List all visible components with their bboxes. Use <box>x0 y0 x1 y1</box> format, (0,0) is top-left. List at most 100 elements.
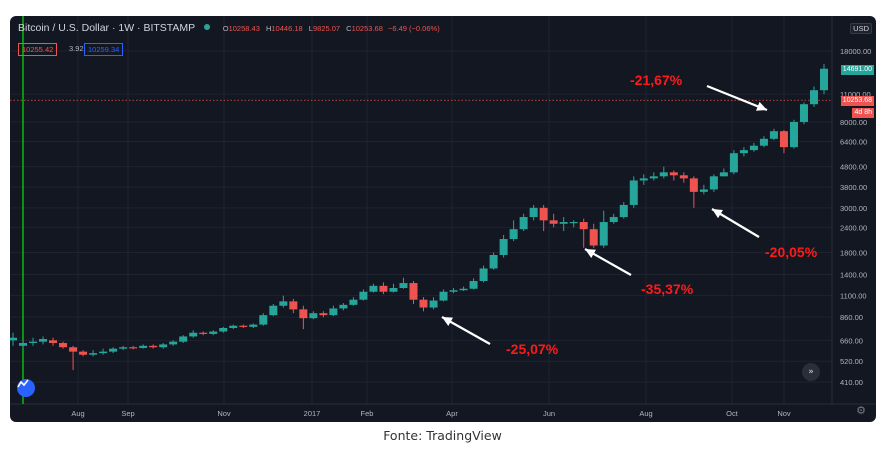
chart-header: Bitcoin / U.S. Dollar · 1W · BITSTAMP O1… <box>18 22 440 34</box>
candle-body <box>229 325 238 328</box>
candle-body <box>579 222 588 230</box>
y-axis-tick-label: 860.00 <box>840 313 863 322</box>
x-axis-tick-label: Jun <box>543 409 555 418</box>
candle-body <box>359 291 368 300</box>
candle-body <box>389 288 398 292</box>
y-axis-tick-label: 3800.00 <box>840 183 867 192</box>
candle-body <box>19 343 28 346</box>
candle-body <box>609 217 618 223</box>
candle-body <box>149 345 158 348</box>
candle-body <box>689 178 698 192</box>
candle-body <box>519 217 528 230</box>
candle-body <box>529 207 538 218</box>
currency-button[interactable]: USD <box>850 23 872 34</box>
candle-body <box>409 283 418 300</box>
candle-body <box>729 153 738 173</box>
candle-body <box>169 341 178 345</box>
candle-body <box>29 341 38 344</box>
candle-body <box>449 290 458 292</box>
candle-body <box>399 283 408 289</box>
candle-body <box>419 299 428 308</box>
x-axis-tick-label: Apr <box>446 409 458 418</box>
candle-body <box>659 172 668 177</box>
settings-gear-icon[interactable]: ⚙ <box>856 404 866 417</box>
candle-body <box>109 348 118 352</box>
candle-body <box>809 90 818 105</box>
y-axis-tick-label: 1400.00 <box>840 271 867 280</box>
y-axis-tick-label: 520.00 <box>840 357 863 366</box>
candle-body <box>139 345 148 348</box>
y-axis-tick-label: 6400.00 <box>840 138 867 147</box>
candle-body <box>599 222 608 246</box>
candle-body <box>759 138 768 146</box>
candle-body <box>179 336 188 342</box>
candle-body <box>99 351 108 354</box>
annotation-arrowhead <box>442 317 453 327</box>
y-axis-tick-label: 18000.00 <box>840 47 871 56</box>
indicator-mid-value: 3.92 <box>69 44 84 53</box>
candle-body <box>259 315 268 325</box>
candle-body <box>309 313 318 319</box>
y-axis-tick-label: 8000.00 <box>840 118 867 127</box>
candle-body <box>159 344 168 348</box>
candle-body <box>509 229 518 240</box>
y-axis-tick-label: 660.00 <box>840 336 863 345</box>
chart-panel: 18000.00 11000.00 8000.00 6400.00 4800.00 380… <box>10 16 876 422</box>
annotation-label: -25,07% <box>506 341 559 357</box>
candle-body <box>709 176 718 190</box>
candle-body <box>479 268 488 282</box>
x-axis-tick-label: 2017 <box>304 409 321 418</box>
annotation-label: -35,37% <box>641 281 694 297</box>
candle-body <box>279 301 288 306</box>
price-badge-countdown: 4d 8h <box>852 108 874 118</box>
x-axis-tick-label: Sep <box>121 409 134 418</box>
price-badge-top: 14691.00 <box>840 65 874 75</box>
candle-body <box>769 131 778 139</box>
x-axis-tick-label: Aug <box>639 409 652 418</box>
candle-body <box>249 324 258 327</box>
candle-body <box>649 176 658 179</box>
candle-body <box>779 131 788 148</box>
candle-body <box>319 313 328 316</box>
x-axis-tick-label: Nov <box>777 409 791 418</box>
candle-body <box>589 229 598 246</box>
candle-body <box>499 239 508 255</box>
candle-body <box>559 222 568 224</box>
indicator-right-value: 10259.34 <box>84 43 124 56</box>
tradingview-logo-icon[interactable] <box>17 379 35 397</box>
candle-body <box>69 347 78 352</box>
candle-body <box>379 285 388 292</box>
candlestick-chart: 18000.00 11000.00 8000.00 6400.00 4800.00 380… <box>10 16 876 418</box>
candle-body <box>339 304 348 309</box>
candle-body <box>289 301 298 310</box>
candle-body <box>49 340 58 344</box>
annotation-label: -21,67% <box>630 72 683 88</box>
candle-body <box>669 172 678 176</box>
candle-body <box>349 299 358 305</box>
price-badge-current: 10253.68 <box>840 96 874 106</box>
candle-body <box>569 222 578 224</box>
symbol-title[interactable]: Bitcoin / U.S. Dollar · 1W · BITSTAMP <box>18 22 196 34</box>
candle-body <box>819 68 829 91</box>
scroll-to-realtime-button[interactable]: » <box>802 363 820 381</box>
candle-body <box>369 285 378 292</box>
candle-body <box>489 254 498 269</box>
candle-body <box>329 308 338 316</box>
candle-body <box>799 104 808 122</box>
y-axis-tick-label: 4800.00 <box>840 163 867 172</box>
y-axis-tick-label: 1100.00 <box>840 292 867 301</box>
candle-body <box>539 207 548 221</box>
x-axis-tick-label: Nov <box>217 409 231 418</box>
candle-body <box>39 339 48 342</box>
candle-body <box>629 180 638 205</box>
annotation-arrow <box>706 84 768 112</box>
candle-body <box>189 332 198 337</box>
candle-body <box>219 327 228 332</box>
x-axis-tick-label: Aug <box>71 409 84 418</box>
y-axis-tick-label: 2400.00 <box>840 223 867 232</box>
y-axis-tick-label: 11000.00 <box>840 90 871 99</box>
market-status-dot <box>203 24 210 30</box>
annotation-arrowhead <box>712 209 723 219</box>
candle-body <box>619 204 628 218</box>
candle-body <box>89 353 98 355</box>
